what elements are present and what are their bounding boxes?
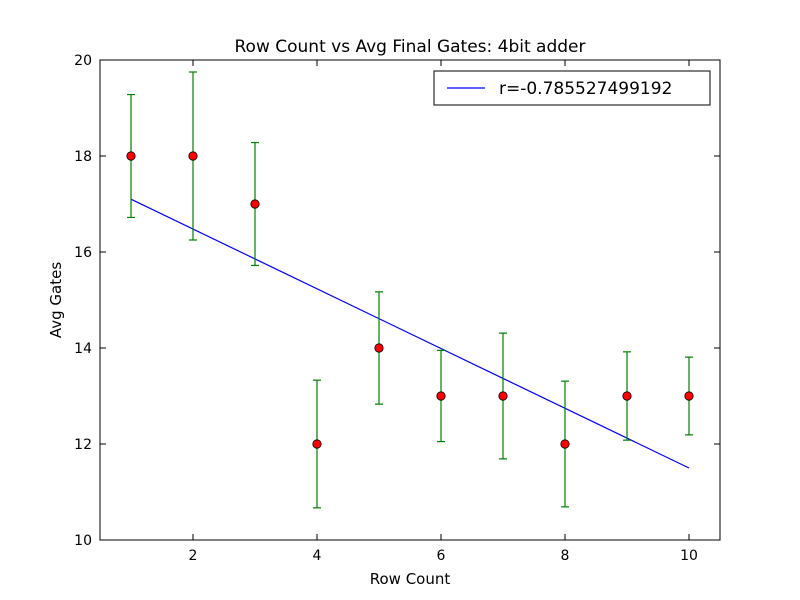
x-tick-label: 6	[437, 548, 446, 564]
legend: r=-0.785527499192	[433, 70, 711, 106]
fit-line	[130, 198, 690, 469]
data-point	[436, 391, 446, 401]
x-tick-label: 10	[680, 548, 698, 564]
y-tick-label: 16	[74, 245, 92, 261]
y-tick-label: 20	[74, 53, 92, 69]
data-point	[312, 439, 322, 449]
x-tick-label: 2	[189, 548, 198, 564]
data-point	[126, 151, 136, 161]
x-tick-label: 4	[313, 548, 322, 564]
data-point	[188, 151, 198, 161]
y-tick-label: 10	[74, 533, 92, 549]
y-tick-label: 12	[74, 437, 92, 453]
plot-frame	[99, 59, 721, 541]
data-point	[374, 343, 384, 353]
y-axis-label: Avg Gates	[47, 262, 65, 338]
data-point	[498, 391, 508, 401]
y-tick-label: 14	[74, 341, 92, 357]
y-tick-label: 18	[74, 149, 92, 165]
plot-area	[126, 71, 694, 509]
data-point	[250, 199, 260, 209]
legend-label: r=-0.785527499192	[499, 79, 672, 99]
chart-title: Row Count vs Avg Final Gates: 4bit adder	[235, 37, 586, 57]
axis-ticks: 2 4 6 8 10 10 12 14 16 18 20	[74, 53, 720, 564]
data-point	[560, 439, 570, 449]
x-axis-label: Row Count	[370, 570, 451, 588]
x-tick-label: 8	[561, 548, 570, 564]
data-point	[622, 391, 632, 401]
data-point	[684, 391, 694, 401]
